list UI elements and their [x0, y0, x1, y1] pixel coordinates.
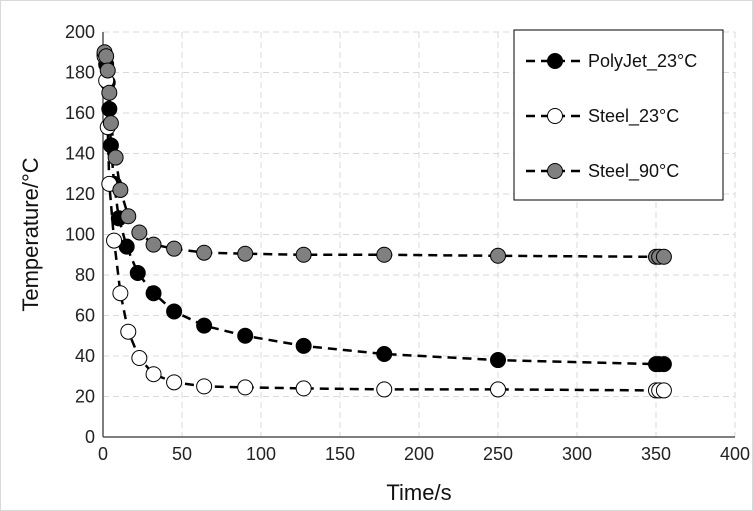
data-point-series-0	[295, 337, 312, 354]
data-point-series-1	[196, 378, 213, 395]
tick-labels: 0 50 100 150 200 250 300 350 400 0 20 40 60 80 100 120 1…	[65, 22, 750, 464]
legend-marker-0	[547, 53, 563, 69]
x-tick-label: 150	[325, 444, 355, 464]
x-tick-label: 200	[404, 444, 434, 464]
data-point-series-1	[166, 374, 183, 391]
x-axis-title: Time/s	[386, 480, 451, 505]
legend-label-1: Steel_23°C	[588, 106, 679, 127]
data-point-series-2	[98, 48, 115, 65]
x-tick-label: 100	[246, 444, 276, 464]
data-point-series-0	[196, 317, 213, 334]
y-tick-label: 0	[85, 427, 95, 447]
legend-label-0: PolyJet_23°C	[588, 51, 697, 72]
data-point-series-1	[376, 381, 393, 398]
data-point-series-2	[376, 246, 393, 263]
data-point-series-1	[655, 382, 672, 399]
data-point-series-0	[376, 345, 393, 362]
data-point-series-0	[101, 100, 118, 117]
x-tick-label: 350	[641, 444, 671, 464]
data-point-series-2	[112, 181, 129, 198]
data-point-series-2	[490, 247, 506, 264]
data-point-series-1	[490, 381, 506, 398]
y-tick-label: 200	[65, 22, 95, 42]
x-tick-label: 250	[483, 444, 513, 464]
y-tick-label: 40	[75, 346, 95, 366]
data-point-series-1	[120, 323, 137, 340]
y-tick-label: 180	[65, 63, 95, 83]
data-point-series-2	[99, 62, 116, 79]
series-points	[96, 44, 672, 399]
data-point-series-2	[107, 149, 124, 166]
y-tick-label: 140	[65, 144, 95, 164]
data-point-series-0	[166, 303, 183, 320]
y-axis-title: Temperature/°C	[18, 157, 43, 311]
data-point-series-2	[131, 224, 148, 241]
data-point-series-1	[106, 232, 123, 249]
data-point-series-0	[237, 327, 254, 344]
x-tick-label: 50	[172, 444, 192, 464]
y-tick-label: 160	[65, 103, 95, 123]
data-point-series-2	[102, 115, 119, 132]
data-point-series-0	[655, 356, 672, 373]
data-point-series-2	[237, 245, 254, 262]
data-point-series-1	[112, 285, 129, 302]
data-point-series-1	[295, 380, 312, 397]
y-tick-label: 20	[75, 387, 95, 407]
y-tick-label: 120	[65, 184, 95, 204]
data-point-series-2	[196, 244, 213, 261]
data-point-series-2	[145, 236, 162, 253]
x-tick-label: 400	[720, 444, 750, 464]
data-point-series-0	[490, 352, 506, 369]
series-line-1	[103, 56, 664, 392]
data-point-series-2	[295, 246, 312, 263]
data-point-series-1	[237, 379, 254, 396]
x-tick-label: 0	[98, 444, 108, 464]
data-point-series-2	[120, 208, 137, 225]
data-point-series-2	[166, 240, 183, 257]
legend-marker-2	[547, 163, 563, 179]
legend: PolyJet_23°C Steel_23°C Steel_90°C	[513, 29, 724, 201]
legend-marker-1	[547, 108, 563, 124]
x-tick-label: 300	[562, 444, 592, 464]
gridlines	[103, 31, 736, 437]
data-point-series-0	[145, 285, 162, 302]
data-point-series-1	[131, 350, 148, 367]
data-point-series-1	[145, 366, 162, 383]
y-tick-label: 100	[65, 225, 95, 245]
axes	[102, 32, 735, 438]
data-point-series-0	[129, 264, 146, 281]
y-tick-label: 80	[75, 265, 95, 285]
data-point-series-2	[655, 248, 672, 265]
y-tick-label: 60	[75, 306, 95, 326]
legend-label-2: Steel_90°C	[588, 161, 679, 182]
data-point-series-2	[101, 84, 118, 101]
